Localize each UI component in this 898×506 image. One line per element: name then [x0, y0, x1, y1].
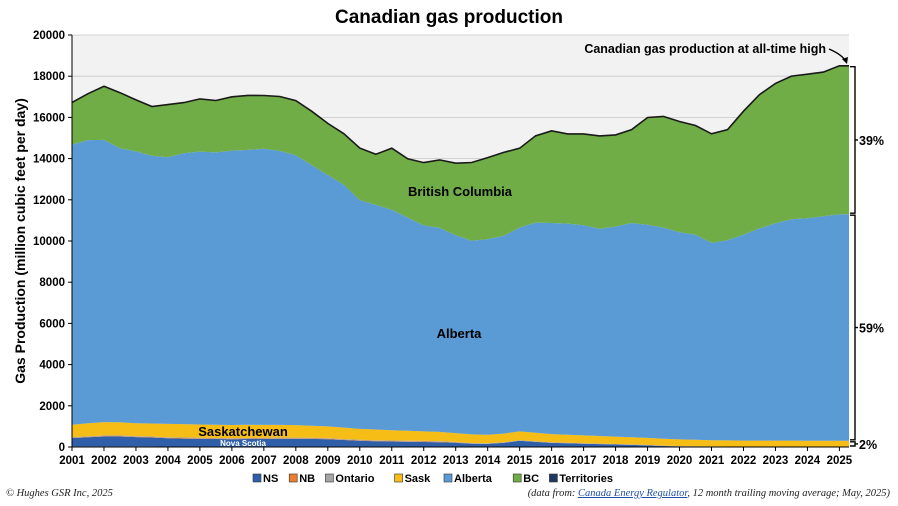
x-tick-label: 2023 — [763, 455, 789, 467]
x-tick-label: 2025 — [827, 455, 853, 467]
chart-title: Canadian gas production — [335, 7, 563, 28]
legend-label: Territories — [559, 473, 613, 485]
x-tick-label: 2009 — [315, 455, 341, 467]
legend-label: BC — [523, 473, 539, 485]
x-tick-label: 2010 — [347, 455, 373, 467]
y-tick-label: 8000 — [39, 277, 65, 289]
y-tick-label: 20000 — [33, 30, 65, 42]
x-tick-label: 2019 — [635, 455, 661, 467]
x-tick-label: 2007 — [251, 455, 277, 467]
source-note: (data from: Canada Energy Regulator, 12 … — [528, 488, 890, 499]
stacked-areas — [71, 65, 849, 447]
y-axis-label: Gas Production (million cubic feet per d… — [12, 98, 28, 384]
y-tick-label: 0 — [59, 442, 65, 454]
y-tick-label: 16000 — [33, 112, 65, 124]
copyright: © Hughes GSR Inc, 2025 — [6, 488, 113, 499]
y-tick-label: 18000 — [33, 71, 65, 83]
legend-swatch — [443, 473, 453, 483]
legend-label: Alberta — [454, 473, 493, 485]
annotation-arrowhead — [842, 57, 848, 64]
source-link[interactable]: Canada Energy Regulator — [578, 488, 688, 499]
share-bracket — [850, 214, 856, 441]
area-ns — [72, 436, 849, 447]
label-british-columbia: British Columbia — [408, 184, 513, 199]
area-alberta — [72, 139, 849, 441]
x-tick-label: 2006 — [219, 455, 245, 467]
legend-swatch — [325, 473, 334, 483]
x-axis-ticks: 2001 2002 2003 2004 2005 2006 2007 2008 2009 2010… — [59, 447, 853, 467]
x-tick-label: 2012 — [411, 455, 437, 467]
x-tick-label: 2024 — [795, 455, 821, 467]
legend-swatch — [252, 473, 262, 483]
x-tick-label: 2021 — [699, 455, 725, 467]
legend-label: NS — [263, 473, 278, 485]
source-suffix: , 12 month trailing moving average; May,… — [687, 488, 890, 499]
x-tick-label: 2016 — [539, 455, 565, 467]
x-tick-label: 2005 — [187, 455, 213, 467]
x-tick-label: 2004 — [155, 455, 181, 467]
y-tick-label: 12000 — [33, 195, 65, 207]
x-tick-label: 2002 — [91, 455, 117, 467]
label-saskatchewan: Saskatchewan — [198, 424, 288, 439]
share-bracket — [850, 441, 856, 447]
annotation-all-time-high: Canadian gas production at all-time high — [584, 42, 826, 56]
share-bracket — [850, 65, 856, 214]
y-axis-ticks: 0 2000 4000 6000 8000 10000 12000 14000 16000 180… — [33, 30, 72, 454]
x-tick-label: 2017 — [571, 455, 597, 467]
x-tick-label: 2008 — [283, 455, 309, 467]
y-tick-label: 2000 — [39, 401, 65, 413]
legend-swatch — [549, 473, 558, 483]
legend-swatch — [512, 473, 522, 483]
share-label: 39% — [859, 134, 884, 148]
y-tick-label: 10000 — [33, 236, 65, 248]
share-label: 2% — [859, 438, 877, 452]
x-tick-label: 2011 — [379, 455, 405, 467]
area-sask — [72, 422, 849, 447]
legend-label: Sask — [405, 473, 432, 485]
legend-label: Ontario — [335, 473, 374, 485]
source-prefix: (data from: — [527, 488, 579, 499]
legend-swatch — [394, 473, 403, 483]
y-tick-label: 4000 — [39, 360, 65, 372]
x-tick-label: 2015 — [507, 455, 533, 467]
total-line — [71, 65, 849, 165]
legend: NS NB Ontario Sask Alberta BC Territories — [252, 473, 613, 485]
area-bc — [72, 65, 849, 243]
x-tick-label: 2013 — [443, 455, 469, 467]
legend-swatch — [288, 473, 298, 483]
x-tick-label: 2014 — [475, 455, 501, 467]
area-nb — [72, 436, 849, 447]
share-label: 59% — [859, 322, 884, 336]
label-alberta: Alberta — [437, 326, 483, 341]
label-nova-scotia: Nova Scotia — [220, 439, 266, 448]
y-tick-label: 6000 — [39, 318, 65, 330]
x-tick-label: 2022 — [731, 455, 757, 467]
y-tick-label: 14000 — [33, 154, 65, 166]
x-tick-label: 2003 — [123, 455, 149, 467]
area-ontario — [72, 435, 849, 447]
x-tick-label: 2018 — [603, 455, 629, 467]
legend-label: NB — [299, 473, 315, 485]
x-tick-label: 2020 — [667, 455, 693, 467]
share-brackets: 39% 59% 2% — [850, 65, 884, 452]
x-tick-label: 2001 — [59, 455, 85, 467]
